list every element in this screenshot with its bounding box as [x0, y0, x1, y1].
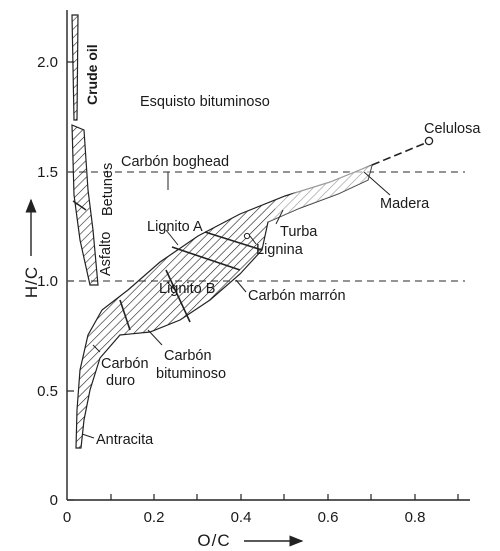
- x-ticks: [110, 494, 459, 500]
- celulosa-label: Celulosa: [424, 121, 481, 137]
- leader-lines: [81, 171, 391, 439]
- betunes-label: Betunes: [100, 163, 116, 216]
- turba-label: Turba: [280, 224, 318, 240]
- x-tick-label: 0.8: [405, 509, 426, 526]
- y-axis-title: H/C: [22, 266, 41, 298]
- crude-oil-label: Crude oil: [84, 44, 100, 105]
- madera-label: Madera: [380, 196, 430, 212]
- crude-oil-region: [71, 14, 79, 121]
- y-tick-label: 1.5: [37, 164, 58, 181]
- lignito-a-label: Lignito A: [147, 219, 203, 235]
- x-axis-title: O/C: [197, 531, 230, 550]
- y-tick-label: 0: [50, 492, 58, 509]
- carbon-marron-label: Carbón marrón: [248, 288, 346, 304]
- betunes-asfalto-region: [71, 124, 99, 286]
- x-tick-label: 0.6: [318, 509, 339, 526]
- coalification-band: [75, 163, 373, 449]
- asfalto-label: Asfalto: [98, 232, 114, 276]
- antracita-label: Antracita: [96, 432, 154, 448]
- carbon-duro-label-1: Carbón: [101, 356, 149, 372]
- carbon-bituminoso-label-2: bituminoso: [156, 366, 226, 382]
- carbon-duro-label-2: duro: [106, 373, 135, 389]
- x-tick-label: 0.2: [144, 509, 165, 526]
- boghead-label: Carbón boghead: [121, 154, 229, 170]
- lignina-label: Lignina: [256, 242, 304, 258]
- carbon-bituminoso-label-1: Carbón: [164, 348, 212, 364]
- celulosa-point: [424, 136, 434, 146]
- esquisto-label: Esquisto bituminoso: [140, 94, 270, 110]
- betunes-asfalto-divider: [72, 200, 87, 211]
- coalification-clear-zone: [268, 165, 372, 222]
- x-tick-label: 0: [63, 509, 71, 526]
- coalification-dividers: [119, 231, 263, 331]
- y-tick-label: 2.0: [37, 54, 58, 71]
- x-tick-label: 0.4: [231, 509, 252, 526]
- y-tick-label: 0.5: [37, 383, 58, 400]
- wood-celulosa-line: [371, 141, 429, 166]
- lignina-point: [243, 232, 251, 240]
- y-tick-label: 1.0: [37, 273, 58, 290]
- lignito-b-label: Lignito B: [159, 281, 215, 297]
